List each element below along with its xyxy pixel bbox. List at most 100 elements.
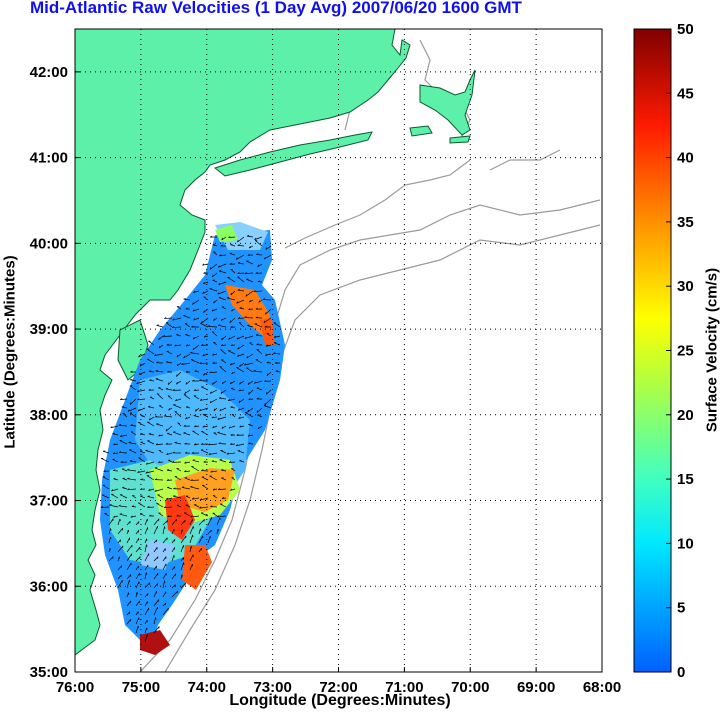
velocity-arrow <box>218 297 227 301</box>
colorbar-tick-label: 10 <box>677 535 694 552</box>
velocity-arrow-head <box>229 320 231 323</box>
velocity-arrow <box>180 557 185 562</box>
velocity-arrow <box>117 565 122 571</box>
velocity-arrow-head <box>166 343 169 346</box>
velocity-arrow <box>171 528 175 535</box>
velocity-arrow <box>147 421 155 427</box>
velocity-arrow-head <box>194 425 197 428</box>
velocity-arrow-head <box>202 291 205 294</box>
velocity-arrow-head <box>199 398 203 401</box>
velocity-arrow <box>180 545 184 553</box>
velocity-arrow-head <box>184 461 187 464</box>
velocity-arrow <box>147 440 155 445</box>
velocity-arrow <box>140 433 146 436</box>
velocity-arrow <box>156 325 164 328</box>
velocity-arrow <box>126 544 133 553</box>
velocity-arrow <box>238 322 245 328</box>
velocity-arrow-head <box>254 381 257 384</box>
velocity-arrow <box>221 477 227 481</box>
velocity-arrow <box>220 389 227 394</box>
velocity-arrow-head <box>238 389 241 392</box>
velocity-arrow <box>219 254 227 257</box>
velocity-arrow <box>189 526 194 535</box>
velocity-arrow <box>236 443 245 447</box>
velocity-arrow <box>172 389 182 391</box>
velocity-arrow-head <box>184 583 186 586</box>
x-tick-label: 68:00 <box>583 679 621 696</box>
velocity-arrow <box>237 272 245 274</box>
velocity-arrow <box>180 562 185 571</box>
velocity-arrow <box>207 535 211 544</box>
velocity-arrow <box>190 479 200 481</box>
velocity-arrow-head <box>238 322 242 324</box>
velocity-arrow-head <box>185 344 188 347</box>
velocity-arrow-head <box>199 409 202 412</box>
velocity-arrow <box>193 415 200 418</box>
velocity-arrow-head <box>199 498 203 501</box>
velocity-arrow <box>254 380 263 384</box>
velocity-arrow <box>226 452 236 455</box>
velocity-arrow <box>153 626 160 634</box>
velocity-arrow-head <box>213 408 216 411</box>
velocity-arrow <box>146 348 155 355</box>
velocity-arrow-head <box>127 477 130 480</box>
velocity-arrow-head <box>156 324 159 326</box>
velocity-arrow <box>266 333 272 337</box>
velocity-arrow <box>246 278 254 283</box>
velocity-arrow-head <box>236 337 239 340</box>
velocity-arrow <box>230 269 236 274</box>
velocity-arrow <box>111 488 119 492</box>
velocity-arrow <box>220 503 227 508</box>
velocity-arrow-head <box>111 489 114 492</box>
velocity-arrow <box>229 253 236 256</box>
velocity-arrow <box>212 380 218 385</box>
velocity-arrow <box>165 425 173 432</box>
velocity-arrow-head <box>203 460 206 463</box>
velocity-arrow <box>255 359 263 364</box>
velocity-arrow <box>201 470 209 472</box>
velocity-arrow-head <box>231 308 233 312</box>
velocity-arrow-head <box>149 379 152 381</box>
velocity-arrow <box>120 398 128 400</box>
velocity-arrow <box>212 279 218 283</box>
velocity-arrow <box>135 546 141 553</box>
velocity-arrow <box>185 380 191 385</box>
colorbar-tick-label: 5 <box>677 600 685 617</box>
velocity-arrow-head <box>262 298 265 300</box>
velocity-arrow-head <box>166 469 170 471</box>
velocity-arrow-head <box>210 235 213 238</box>
x-tick-label: 73:00 <box>253 679 291 696</box>
velocity-arrow <box>156 423 164 427</box>
velocity-arrow <box>217 515 227 518</box>
velocity-arrow <box>135 572 140 580</box>
velocity-arrow <box>138 353 146 358</box>
velocity-arrow <box>263 405 272 409</box>
velocity-arrow <box>135 600 140 607</box>
velocity-arrow <box>227 398 236 402</box>
velocity-arrow <box>173 431 182 436</box>
velocity-arrow-head <box>136 381 139 384</box>
velocity-arrow-head <box>211 460 215 462</box>
velocity-arrow <box>166 469 173 472</box>
velocity-arrow <box>190 515 200 518</box>
velocity-arrow-head <box>185 451 188 454</box>
velocity-arrow-head <box>239 307 242 309</box>
velocity-arrow <box>144 538 147 544</box>
velocity-arrow <box>208 452 218 455</box>
velocity-arrow-head <box>181 362 184 365</box>
velocity-arrow-head <box>113 515 116 518</box>
velocity-arrow-head <box>265 247 268 250</box>
velocity-arrow <box>127 469 137 472</box>
velocity-arrow-head <box>185 382 188 385</box>
velocity-arrow-head <box>212 274 214 278</box>
velocity-arrow-head <box>172 318 175 321</box>
velocity-arrow <box>211 308 218 312</box>
velocity-arrow-head <box>247 382 250 385</box>
velocity-arrow-head <box>248 392 250 395</box>
velocity-arrow <box>211 460 218 463</box>
velocity-arrow-head <box>185 406 189 408</box>
velocity-arrow-head <box>158 461 161 463</box>
velocity-arrow-head <box>201 343 204 346</box>
y-axis-ticks: 35:00 36:00 37:00 38:00 39:00 40:00 41:00 42:00 <box>30 64 80 681</box>
